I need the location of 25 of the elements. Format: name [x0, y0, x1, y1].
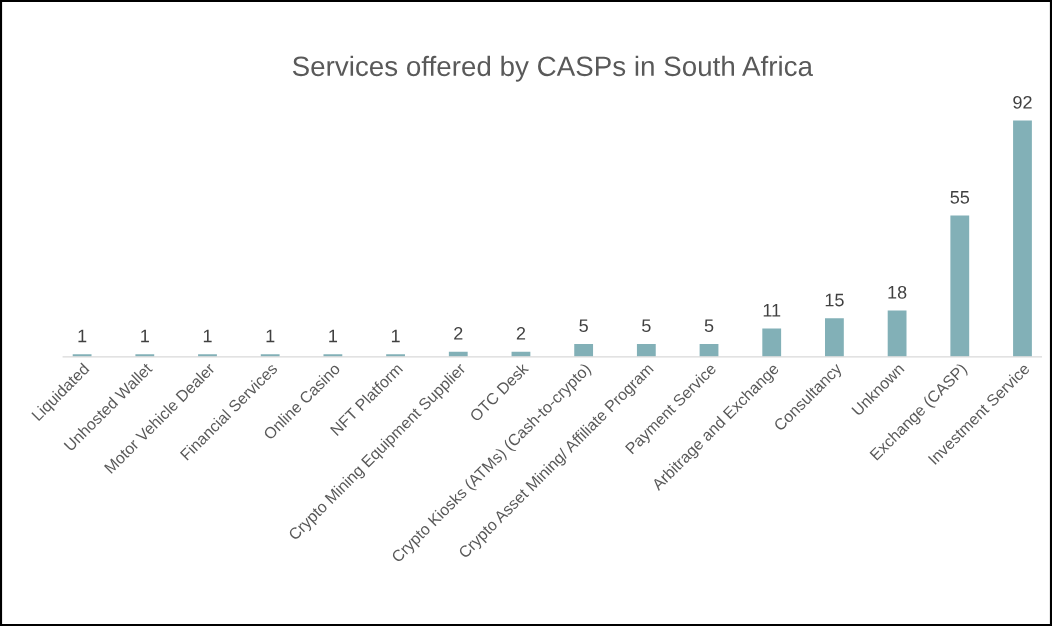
data-label: 1 — [266, 329, 275, 343]
data-label: 1 — [203, 329, 212, 343]
bar — [574, 343, 594, 357]
data-label: 55 — [950, 191, 970, 204]
data-label: 1 — [329, 329, 338, 343]
data-label: 5 — [704, 319, 714, 333]
data-label: 1 — [78, 329, 87, 343]
chart-title: Services offered by CASPs in South Africa — [292, 55, 813, 82]
bar — [699, 343, 719, 357]
data-label: 1 — [141, 329, 149, 343]
data-label: 11 — [763, 304, 781, 317]
data-label: 1 — [391, 329, 400, 343]
bar — [887, 310, 907, 357]
bar — [950, 215, 970, 357]
data-label: 92 — [1013, 95, 1032, 109]
bar — [1013, 120, 1032, 357]
data-label: 5 — [642, 319, 651, 333]
bar — [825, 318, 844, 357]
data-label: 18 — [888, 285, 907, 299]
bar — [762, 328, 782, 357]
data-label: 15 — [825, 293, 844, 307]
data-label: 2 — [516, 327, 526, 340]
bar — [636, 343, 656, 357]
data-label: 2 — [454, 327, 463, 340]
data-label: 5 — [579, 319, 588, 333]
